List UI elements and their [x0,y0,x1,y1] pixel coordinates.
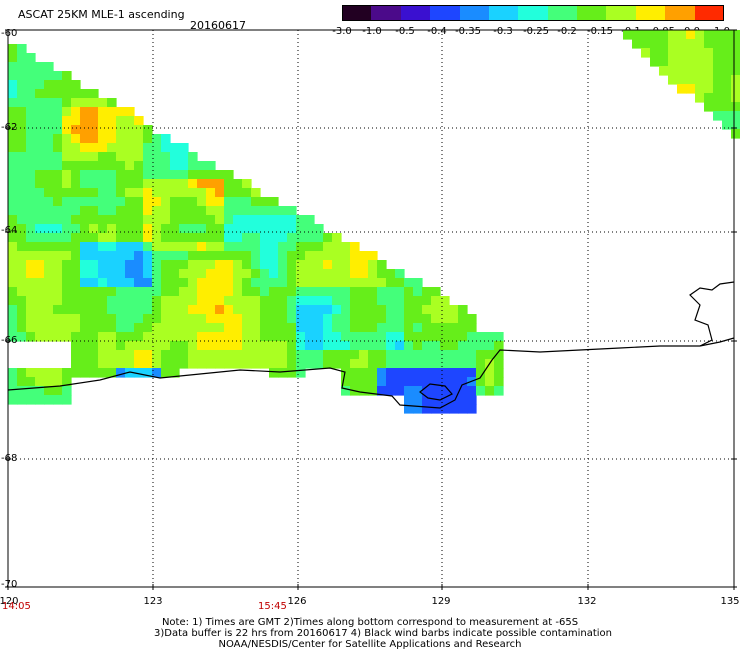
colorbar-swatch [371,5,402,21]
colorbar-label: -3.0 [332,26,352,37]
lat-label-62: -62 [1,122,18,133]
colorbar-label: -0.35 [455,26,481,37]
colorbar-swatch [694,5,725,21]
graticule [8,30,734,587]
colorbar-swatch [400,5,431,21]
note-line-1: Note: 1) Times are GMT 2)Times along bot… [161,617,579,628]
note-line-2: 3)Data buffer is 22 hrs from 20160617 4)… [154,628,612,639]
colorbar-label: -0.25 [523,26,549,37]
colorbar-label: -0.5 [395,26,415,37]
map-date: 20160617 [190,19,246,32]
lon-label-123: 123 [143,596,163,607]
colorbar-label: -0.3 [493,26,513,37]
colorbar-label: -0.4 [427,26,447,37]
lon-label-132: 132 [577,596,597,607]
lat-label-68: -68 [1,453,18,464]
swath-left [8,44,504,414]
colorbar-label: -0.2 [557,26,577,37]
colorbar-label: -0.15 [587,26,613,37]
colorbar-swatch [518,5,549,21]
coastline-inlet [419,383,453,401]
map-frame [7,29,735,588]
time-label-mid: 15:45 [258,601,287,612]
time-label-start: 14:05 [2,601,31,612]
coastline-east [689,281,735,347]
lon-label-126: 126 [287,596,307,607]
colorbar-swatch [342,5,372,21]
colorbar [342,5,725,21]
map-title: ASCAT 25KM MLE-1 ascending [18,8,185,21]
colorbar-swatch [547,5,578,21]
note-line-3: NOAA/NESDIS/Center for Satellite Applica… [218,639,522,650]
lat-label-60: -60 [1,28,18,39]
colorbar-swatch [665,5,696,21]
coastline [7,337,735,409]
colorbar-swatch [430,5,461,21]
lon-label-129: 129 [431,596,451,607]
lat-label-64: -64 [1,225,18,236]
colorbar-swatch [488,5,519,21]
colorbar-swatch [577,5,607,21]
lat-label-66: -66 [1,335,18,346]
lat-label-70: -70 [1,579,18,590]
lon-label-120: 120 [0,596,19,607]
lon-label-135: 135 [720,596,740,607]
colorbar-label: -1.0 [362,26,382,37]
colorbar-swatch [635,5,666,21]
colorbar-swatch [606,5,637,21]
swath-right [623,30,740,139]
colorbar-swatch [459,5,490,21]
